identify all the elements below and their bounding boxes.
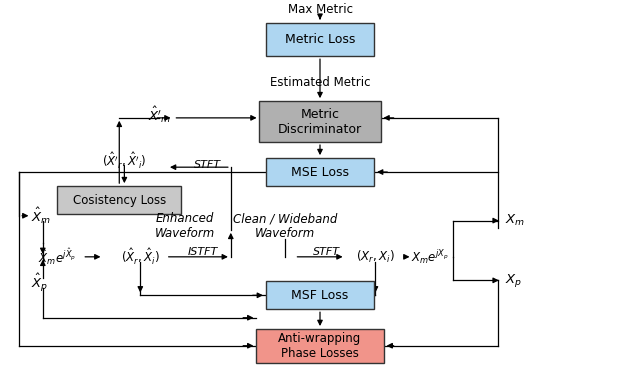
Text: Cosistency Loss: Cosistency Loss	[73, 193, 166, 207]
Text: MSF Loss: MSF Loss	[291, 289, 349, 302]
FancyBboxPatch shape	[259, 101, 381, 142]
FancyBboxPatch shape	[57, 186, 181, 214]
FancyBboxPatch shape	[266, 23, 374, 56]
Text: $X_p$: $X_p$	[505, 272, 522, 289]
Text: $X_m e^{jX_p}$: $X_m e^{jX_p}$	[411, 248, 449, 266]
FancyBboxPatch shape	[266, 158, 374, 186]
Text: $(X_r,X_i)$: $(X_r,X_i)$	[356, 249, 395, 265]
Text: MSE Loss: MSE Loss	[291, 166, 349, 179]
Text: ISTFT: ISTFT	[188, 247, 218, 257]
Text: Max Metric: Max Metric	[287, 3, 353, 16]
Text: $(\hat{X}_r,\hat{X}_i)$: $(\hat{X}_r,\hat{X}_i)$	[121, 247, 160, 267]
Text: Metric
Discriminator: Metric Discriminator	[278, 107, 362, 136]
Text: Enhanced
Waveform: Enhanced Waveform	[155, 212, 215, 240]
Text: Estimated Metric: Estimated Metric	[269, 76, 371, 89]
Text: $\hat{X}_p$: $\hat{X}_p$	[31, 272, 49, 294]
Text: $\hat{X}'_m$: $\hat{X}'_m$	[148, 105, 171, 125]
Text: Clean / Wideband
Waveform: Clean / Wideband Waveform	[233, 212, 337, 240]
Text: $(\hat{X}'_r,\hat{X}'_i)$: $(\hat{X}'_r,\hat{X}'_i)$	[102, 151, 147, 171]
FancyBboxPatch shape	[266, 281, 374, 309]
Text: Anti-wrapping
Phase Losses: Anti-wrapping Phase Losses	[278, 332, 362, 360]
Text: $\hat{X}_m e^{j\hat{X}_p}$: $\hat{X}_m e^{j\hat{X}_p}$	[38, 247, 76, 267]
Text: $X_m$: $X_m$	[505, 213, 525, 228]
Text: STFT: STFT	[313, 247, 340, 257]
FancyBboxPatch shape	[256, 329, 384, 363]
Text: STFT: STFT	[194, 160, 221, 170]
Text: Metric Loss: Metric Loss	[285, 33, 355, 46]
Text: $\hat{X}_m$: $\hat{X}_m$	[31, 205, 51, 226]
